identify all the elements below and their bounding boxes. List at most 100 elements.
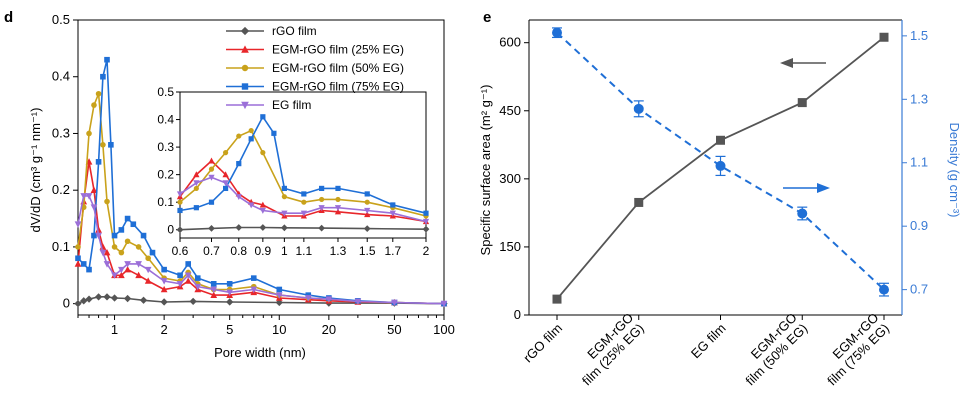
- data-point: [80, 193, 88, 200]
- x-tick-label: 50: [387, 322, 401, 337]
- data-point: [391, 299, 398, 307]
- data-point: [110, 294, 119, 302]
- data-point: [95, 159, 102, 165]
- y2-tick-label: 0.9: [910, 218, 928, 233]
- inset-data-point: [222, 180, 229, 187]
- data-point: [118, 271, 125, 279]
- right-arrow-head: [817, 183, 830, 193]
- inset-series-line-4: [179, 176, 427, 223]
- inset-data-point: [319, 196, 325, 203]
- data-point: [90, 204, 98, 211]
- y2-tick-label: 0.7: [910, 282, 928, 297]
- data-point: [86, 266, 92, 273]
- data-point: [184, 272, 192, 279]
- inset-data-point: [364, 207, 371, 214]
- inset-x-tick-label: 0.7: [203, 244, 220, 258]
- inset-data-point: [259, 207, 266, 214]
- legend-marker: [241, 64, 249, 72]
- data-point: [80, 261, 87, 267]
- data-point: [95, 232, 102, 240]
- x-axis-label: Pore width (nm): [214, 345, 306, 360]
- density-point: [633, 103, 644, 114]
- data-point: [130, 221, 137, 228]
- legend-label: EGM-rGO film (25% EG): [272, 43, 404, 57]
- inset-data-point: [364, 199, 370, 205]
- inset-data-point: [260, 114, 266, 120]
- data-point: [100, 73, 106, 80]
- y2-tick-label: 1.1: [910, 155, 928, 170]
- data-point: [226, 298, 234, 306]
- inset-data-point: [335, 185, 341, 192]
- data-point: [75, 244, 81, 250]
- inset-y-tick-label: 0.4: [157, 113, 174, 127]
- data-point: [118, 266, 125, 274]
- inset-data-point: [222, 185, 229, 192]
- data-point: [123, 294, 132, 303]
- inset-data-point: [423, 210, 429, 216]
- data-point: [184, 277, 192, 284]
- inset-data-point: [208, 157, 215, 164]
- y-tick-label: 0.4: [52, 69, 70, 84]
- left-arrow-head: [780, 58, 793, 68]
- legend-label: EG film: [272, 98, 311, 112]
- inset-data-point: [208, 174, 215, 181]
- inset-series-line-0: [179, 226, 427, 231]
- data-point: [210, 286, 218, 294]
- inset-series-line-2: [179, 129, 427, 217]
- data-point: [103, 248, 111, 256]
- inset-x-tick-label: 0.6: [172, 244, 189, 258]
- y-tick-label: 0.1: [52, 239, 70, 254]
- inset-data-point: [281, 194, 287, 200]
- inset-data-point: [422, 225, 430, 233]
- data-point: [104, 198, 110, 205]
- data-point: [74, 260, 82, 267]
- data-point: [194, 283, 202, 291]
- data-point: [140, 232, 147, 239]
- data-point: [160, 278, 168, 285]
- inset-data-point: [301, 199, 307, 205]
- data-point: [111, 232, 118, 239]
- inset-x-tick-label: 1.3: [330, 244, 347, 258]
- inset-data-point: [335, 196, 341, 203]
- legend: rGO film EGM-rGO film (25% EG) EGM-rGO fil…: [226, 24, 404, 112]
- plot-frame: [77, 19, 445, 316]
- data-point: [74, 300, 82, 308]
- y-axis-label: Specific surface area (m² g⁻¹): [478, 85, 493, 256]
- y2-axis-label: Density (g cm⁻³): [947, 123, 962, 218]
- data-point: [325, 296, 333, 303]
- inset-data-point: [176, 191, 184, 198]
- data-point: [210, 291, 218, 298]
- data-point: [145, 255, 151, 262]
- data-point: [108, 142, 114, 148]
- inset-data-point: [208, 199, 215, 205]
- inset-x-tick-label: 0.9: [255, 244, 272, 258]
- data-point: [304, 295, 312, 302]
- y-tick-label: 0.2: [52, 182, 70, 197]
- data-point: [135, 244, 142, 250]
- inset-data-point: [222, 171, 229, 178]
- data-point: [124, 215, 131, 222]
- inset-data-point: [248, 136, 254, 142]
- inset-data-point: [389, 210, 396, 217]
- data-point: [161, 266, 167, 273]
- inset-data-point: [280, 224, 288, 232]
- data-point: [135, 261, 142, 268]
- data-point: [177, 272, 183, 279]
- y-tick-label: 0: [514, 307, 521, 322]
- data-point: [91, 232, 97, 239]
- surface-area-point: [634, 197, 644, 207]
- data-point: [104, 56, 110, 63]
- inset-data-point: [236, 133, 242, 139]
- data-point: [111, 244, 118, 250]
- inset-data-point: [390, 202, 396, 208]
- inset-data-point: [236, 161, 242, 167]
- data-point: [103, 293, 111, 301]
- data-point: [75, 255, 81, 262]
- inset-y-tick-label: 0: [167, 223, 174, 237]
- density-point: [552, 27, 562, 38]
- data-point: [124, 261, 131, 268]
- legend-marker: [241, 101, 249, 110]
- inset-data-point: [422, 218, 430, 225]
- y-axis-label: dV/dD (cm³ g⁻¹ nm⁻¹): [28, 108, 43, 233]
